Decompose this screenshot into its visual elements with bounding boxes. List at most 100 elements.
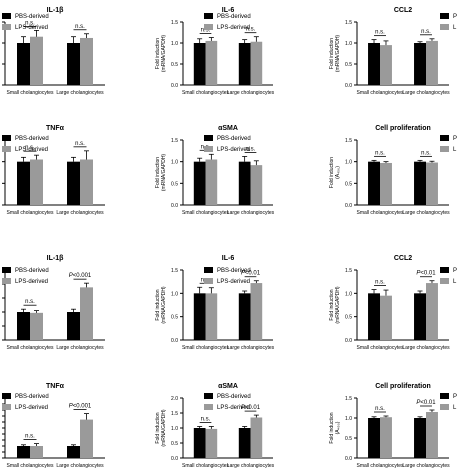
legend-label: P	[453, 136, 457, 142]
legend-label: LPS-derived	[217, 279, 250, 285]
significance-label: n.s.	[25, 299, 35, 305]
significance-label: n.s.	[75, 141, 85, 147]
legend-label: LPS-derived	[15, 25, 48, 31]
bar-lps-derived	[426, 412, 438, 458]
bar-lps-derived	[380, 417, 392, 458]
chart-panel-8: 0.0 0.5 1.0 1.5 Fold induction (mRNA/GAPDH) IL…	[155, 255, 275, 351]
x-tick-label: Small cholangiocytes	[7, 345, 54, 351]
y-tick-label: 0.5	[171, 315, 178, 321]
legend-label: PBS-derived	[15, 14, 49, 20]
y-tick-label: 1.0	[345, 416, 352, 422]
bar-lps-derived	[205, 428, 218, 458]
significance-label: n.s.	[246, 27, 256, 33]
bar-pbs-derived	[238, 293, 251, 340]
x-tick-label: Large cholangiocytes	[227, 90, 275, 96]
bar-pbs-derived	[193, 161, 206, 205]
significance-label: n.s.	[25, 20, 35, 26]
legend-label: P	[453, 394, 457, 400]
y-tick-label: 0.5	[171, 181, 178, 187]
bar-pbs-derived	[193, 428, 206, 458]
y-tick-label: 1.5	[171, 268, 178, 274]
bar-lps-derived	[80, 287, 93, 340]
x-tick-label: Large cholangiocytes	[402, 345, 450, 351]
y-axis-title: (mRNA/GAPDH)	[161, 35, 167, 73]
chart-panel-10: TNFα n.s. Small cholangiocytes P<0.001 Large…	[2, 383, 105, 469]
x-tick-label: Large cholangiocytes	[402, 463, 450, 469]
legend-label: L	[453, 279, 457, 285]
significance-label: n.s.	[375, 406, 385, 412]
legend-swatch	[2, 146, 11, 152]
y-axis-title: Fold induction	[329, 289, 335, 320]
legend-label: L	[453, 25, 457, 31]
chart-panel-7: IL-1β n.s. Small cholangiocytes P<0.001 Larg…	[2, 255, 105, 351]
x-tick-label: Small cholangiocytes	[182, 210, 229, 216]
legend-swatch	[204, 135, 213, 141]
chart-panel-3: 0.0 0.5 1.0 1.5 Fold induction (mRNA/GAPDH) CC…	[329, 7, 457, 96]
x-tick-label: Large cholangiocytes	[227, 210, 275, 216]
x-tick-label: Large cholangiocytes	[56, 463, 104, 469]
legend-swatch	[204, 267, 213, 273]
bar-pbs-derived	[17, 312, 30, 340]
bar-pbs-derived	[193, 43, 206, 85]
y-tick-label: 1.5	[171, 20, 178, 26]
legend-label: PBS-derived	[15, 136, 49, 142]
bar-pbs-derived	[67, 43, 80, 85]
bar-pbs-derived	[67, 446, 80, 458]
chart-title: IL-6	[222, 7, 235, 14]
y-tick-label: 0.0	[171, 83, 178, 89]
y-tick-label: 0.0	[345, 456, 352, 462]
y-tick-label: 0.0	[171, 338, 178, 344]
bar-pbs-derived	[368, 293, 380, 340]
significance-label: n.s.	[375, 280, 385, 286]
bar-pbs-derived	[67, 161, 80, 205]
y-tick-label: 0.0	[171, 456, 178, 462]
legend-swatch	[440, 278, 449, 284]
bar-lps-derived	[80, 419, 93, 458]
x-tick-label: Large cholangiocytes	[402, 90, 450, 96]
x-tick-label: Large cholangiocytes	[227, 463, 275, 469]
legend-label: L	[453, 405, 457, 411]
legend-swatch	[2, 135, 11, 141]
bar-lps-derived	[205, 159, 218, 205]
chart-title: TNFα	[46, 383, 65, 390]
y-tick-label: 1.0	[345, 291, 352, 297]
x-tick-label: Small cholangiocytes	[182, 345, 229, 351]
y-tick-label: 1.0	[171, 160, 178, 166]
significance-label: n.s.	[421, 150, 431, 156]
x-tick-label: Small cholangiocytes	[7, 90, 54, 96]
significance-label: n.s.	[25, 145, 35, 151]
y-tick-label: 1.5	[345, 396, 352, 402]
chart-panel-2: 0.0 0.5 1.0 1.5 Fold induction (mRNA/GAPDH) IL…	[155, 7, 275, 96]
bar-pbs-derived	[368, 418, 380, 458]
x-tick-label: Large cholangiocytes	[56, 345, 104, 351]
chart-title: Cell proliferation	[375, 383, 431, 390]
legend-swatch	[204, 404, 213, 410]
bar-lps-derived	[426, 40, 438, 85]
legend-label: P	[453, 14, 457, 20]
bar-lps-derived	[250, 41, 263, 85]
legend-label: PBS-derived	[217, 136, 251, 142]
bar-pbs-derived	[414, 43, 426, 85]
legend-swatch	[204, 278, 213, 284]
chart-panel-4: TNFα n.s. Small cholangiocytes n.s. Large ch…	[2, 125, 105, 216]
chart-title: Cell proliferation	[375, 125, 431, 132]
y-tick-label: 0.5	[345, 436, 352, 442]
legend-swatch	[2, 24, 11, 30]
legend-label: P	[453, 268, 457, 274]
bar-pbs-derived	[368, 43, 380, 85]
y-tick-label: 0.5	[171, 441, 178, 447]
y-axis-title: Fold induction	[329, 412, 335, 443]
bar-pbs-derived	[414, 418, 426, 458]
legend-label: LPS-derived	[217, 147, 250, 153]
significance-label: n.s.	[25, 434, 35, 440]
significance-label: P<0.01	[416, 400, 436, 406]
legend-swatch	[204, 146, 213, 152]
legend-label: LPS-derived	[15, 279, 48, 285]
bar-lps-derived	[250, 417, 263, 458]
y-tick-label: 1.5	[171, 138, 178, 144]
y-tick-label: 1.5	[345, 138, 352, 144]
bar-lps-derived	[80, 37, 93, 85]
x-tick-label: Small cholangiocytes	[182, 90, 229, 96]
y-axis-title: (mRNA/GAPDH)	[161, 286, 167, 324]
